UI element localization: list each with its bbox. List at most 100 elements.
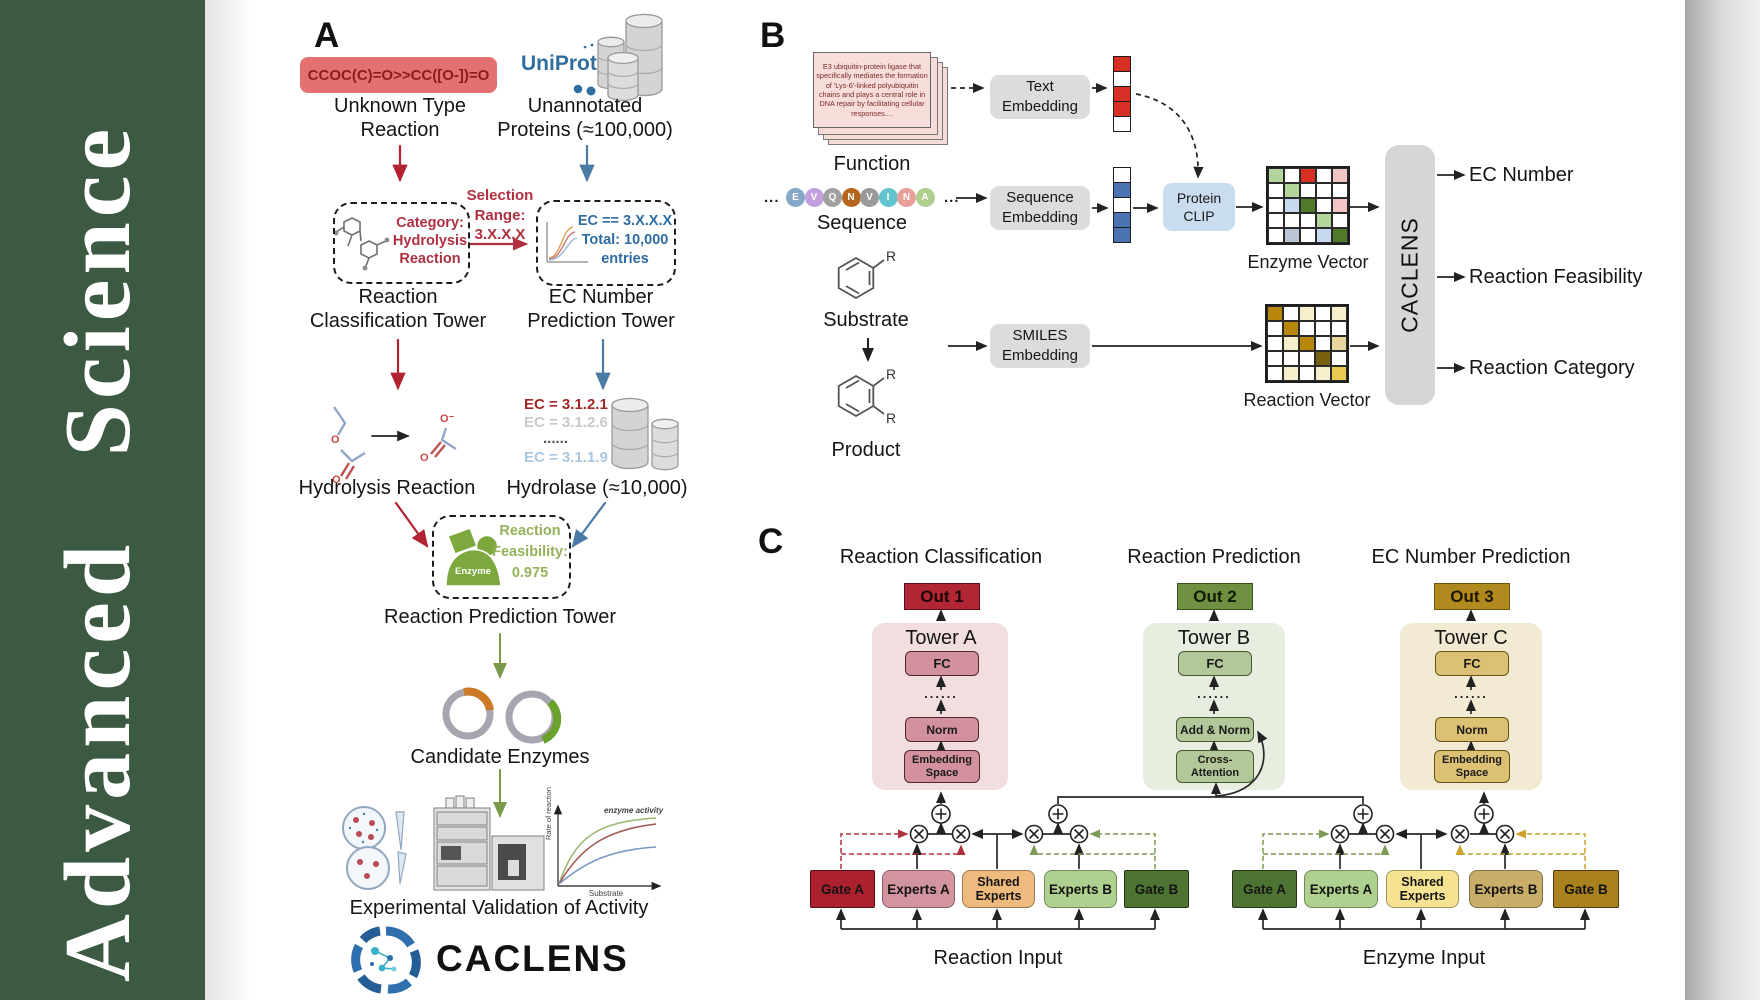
residue-chip: N [897, 188, 916, 207]
matrix-cell [1300, 213, 1316, 228]
matrix-cell [1113, 56, 1131, 72]
function-card: E3 ubiquitin-protein ligase that specifi… [813, 52, 931, 128]
tower-b-add-norm: Add & Norm [1176, 717, 1254, 742]
tower-c-norm: Norm [1435, 717, 1509, 742]
ec-tower-label: EC Number Prediction Tower [527, 286, 675, 333]
matrix-cell [1299, 321, 1315, 336]
residue-chip: V [860, 188, 879, 207]
enzyme-gate-b: Gate B [1553, 870, 1619, 908]
smiles-embedding-box: SMILES Embedding [990, 324, 1090, 368]
reaction-vector-label: Reaction Vector [1243, 390, 1371, 410]
matrix-cell [1113, 116, 1131, 132]
out3-box: Out 3 [1434, 583, 1510, 610]
matrix-cell [1316, 168, 1332, 183]
reaction-gate-a: Gate A [810, 870, 875, 908]
residue-chip: N [841, 188, 861, 207]
database-icon-hydrolase [611, 397, 679, 471]
substrate-molecule-icon [837, 256, 885, 300]
tower-c-embedding-space: Embedding Space [1434, 750, 1510, 783]
add-node-icons [931, 804, 1494, 824]
matrix-cell [1332, 183, 1348, 198]
caclens-logo-text: CACLENS [436, 938, 629, 979]
enzyme-gate-a: Gate A [1232, 870, 1297, 908]
sequence-label: Sequence [816, 212, 908, 234]
category-text: Category: Hydrolysis Reaction [392, 215, 468, 268]
tower-a-dots: ...... [924, 686, 958, 701]
acetate-molecule-icon [430, 427, 457, 458]
matrix-cell [1316, 183, 1332, 198]
tower-a-norm: Norm [905, 717, 979, 742]
matrix-cell [1284, 228, 1300, 243]
output-reaction-category: Reaction Category [1469, 357, 1635, 379]
enzyme-experts-a: Experts A [1304, 870, 1378, 908]
plot-xlabel: Substrate [588, 889, 624, 898]
panel-b-label: B [760, 16, 786, 55]
matrix-cell [1284, 168, 1300, 183]
atom-o-label: O [420, 452, 429, 464]
tower-b-name: Tower B [1177, 627, 1251, 649]
r-group-label: R [886, 366, 897, 382]
tower-b-dots: ...... [1197, 686, 1231, 701]
matrix-cell [1331, 366, 1347, 381]
unannotated-proteins-label: Unannotated Proteins (≈100,000) [497, 95, 673, 142]
matrix-cell [1299, 336, 1315, 351]
matrix-cell [1300, 183, 1316, 198]
matrix-cell [1331, 321, 1347, 336]
matrix-cell [1283, 321, 1299, 336]
matrix-cell [1299, 366, 1315, 381]
matrix-cell [1315, 336, 1331, 351]
matrix-cell [1315, 351, 1331, 366]
matrix-cell [1331, 336, 1347, 351]
reaction-shared-experts: Shared Experts [962, 870, 1035, 908]
matrix-cell [1284, 213, 1300, 228]
tower-b-cross-attention: Cross- Attention [1176, 750, 1254, 783]
ec-list-item: EC = 3.1.1.9 [524, 449, 608, 466]
reaction-vector-matrix [1265, 304, 1349, 383]
plot-ylabel: Rate of reaction [544, 787, 553, 840]
matrix-cell [1332, 168, 1348, 183]
enzyme-vector-label: Enzyme Vector [1247, 252, 1369, 272]
gate-feedback-lines [840, 829, 1586, 869]
hplc-instrument-icon [433, 795, 545, 891]
r-group-label: R [886, 410, 897, 426]
sequence-embedding-vector [1113, 167, 1131, 243]
plot-annotation: enzyme activity [604, 806, 664, 815]
caclens-module: CACLENS [1385, 145, 1435, 405]
matrix-cell [1300, 168, 1316, 183]
activity-plot-icon [553, 804, 662, 891]
matrix-cell [1113, 212, 1131, 228]
matrix-cell [1268, 228, 1284, 243]
matrix-cell [1283, 306, 1299, 321]
matrix-cell [1113, 101, 1131, 117]
title-reaction-classification: Reaction Classification [839, 546, 1043, 568]
uniprot-logo-text: UniProt [521, 52, 597, 75]
text-embedding-box: Text Embedding [990, 75, 1090, 119]
matrix-cell [1113, 71, 1131, 87]
panel-a-label: A [314, 16, 340, 55]
ec-prediction-box [536, 200, 676, 286]
matrix-cell [1267, 321, 1283, 336]
reaction-gate-b: Gate B [1124, 870, 1189, 908]
classification-tower-label: Reaction Classification Tower [309, 286, 487, 333]
plasmid-icons [442, 687, 562, 744]
prediction-tower-label: Reaction Prediction Tower [384, 606, 616, 628]
selection-range-label: Selection Range: 3.X.X.X [466, 187, 534, 243]
residue-chip: I [878, 188, 898, 207]
panel-c-label: C [758, 522, 784, 561]
atom-o-label: O [332, 474, 341, 486]
matrix-cell [1268, 198, 1284, 213]
operator-nodes [909, 804, 1515, 844]
hydrolysis-reaction-label: Hydrolysis Reaction [298, 477, 476, 499]
substrate-label: Substrate [823, 309, 909, 331]
matrix-cell [1316, 213, 1332, 228]
candidate-enzymes-label: Candidate Enzymes [410, 746, 590, 768]
page-right-shadow [1685, 0, 1760, 1000]
matrix-cell [1113, 167, 1131, 183]
matrix-cell [1267, 336, 1283, 351]
tower-c-dots: ...... [1454, 686, 1488, 701]
matrix-cell [1283, 366, 1299, 381]
tower-a-fc: FC [905, 651, 979, 676]
matrix-cell [1316, 228, 1332, 243]
